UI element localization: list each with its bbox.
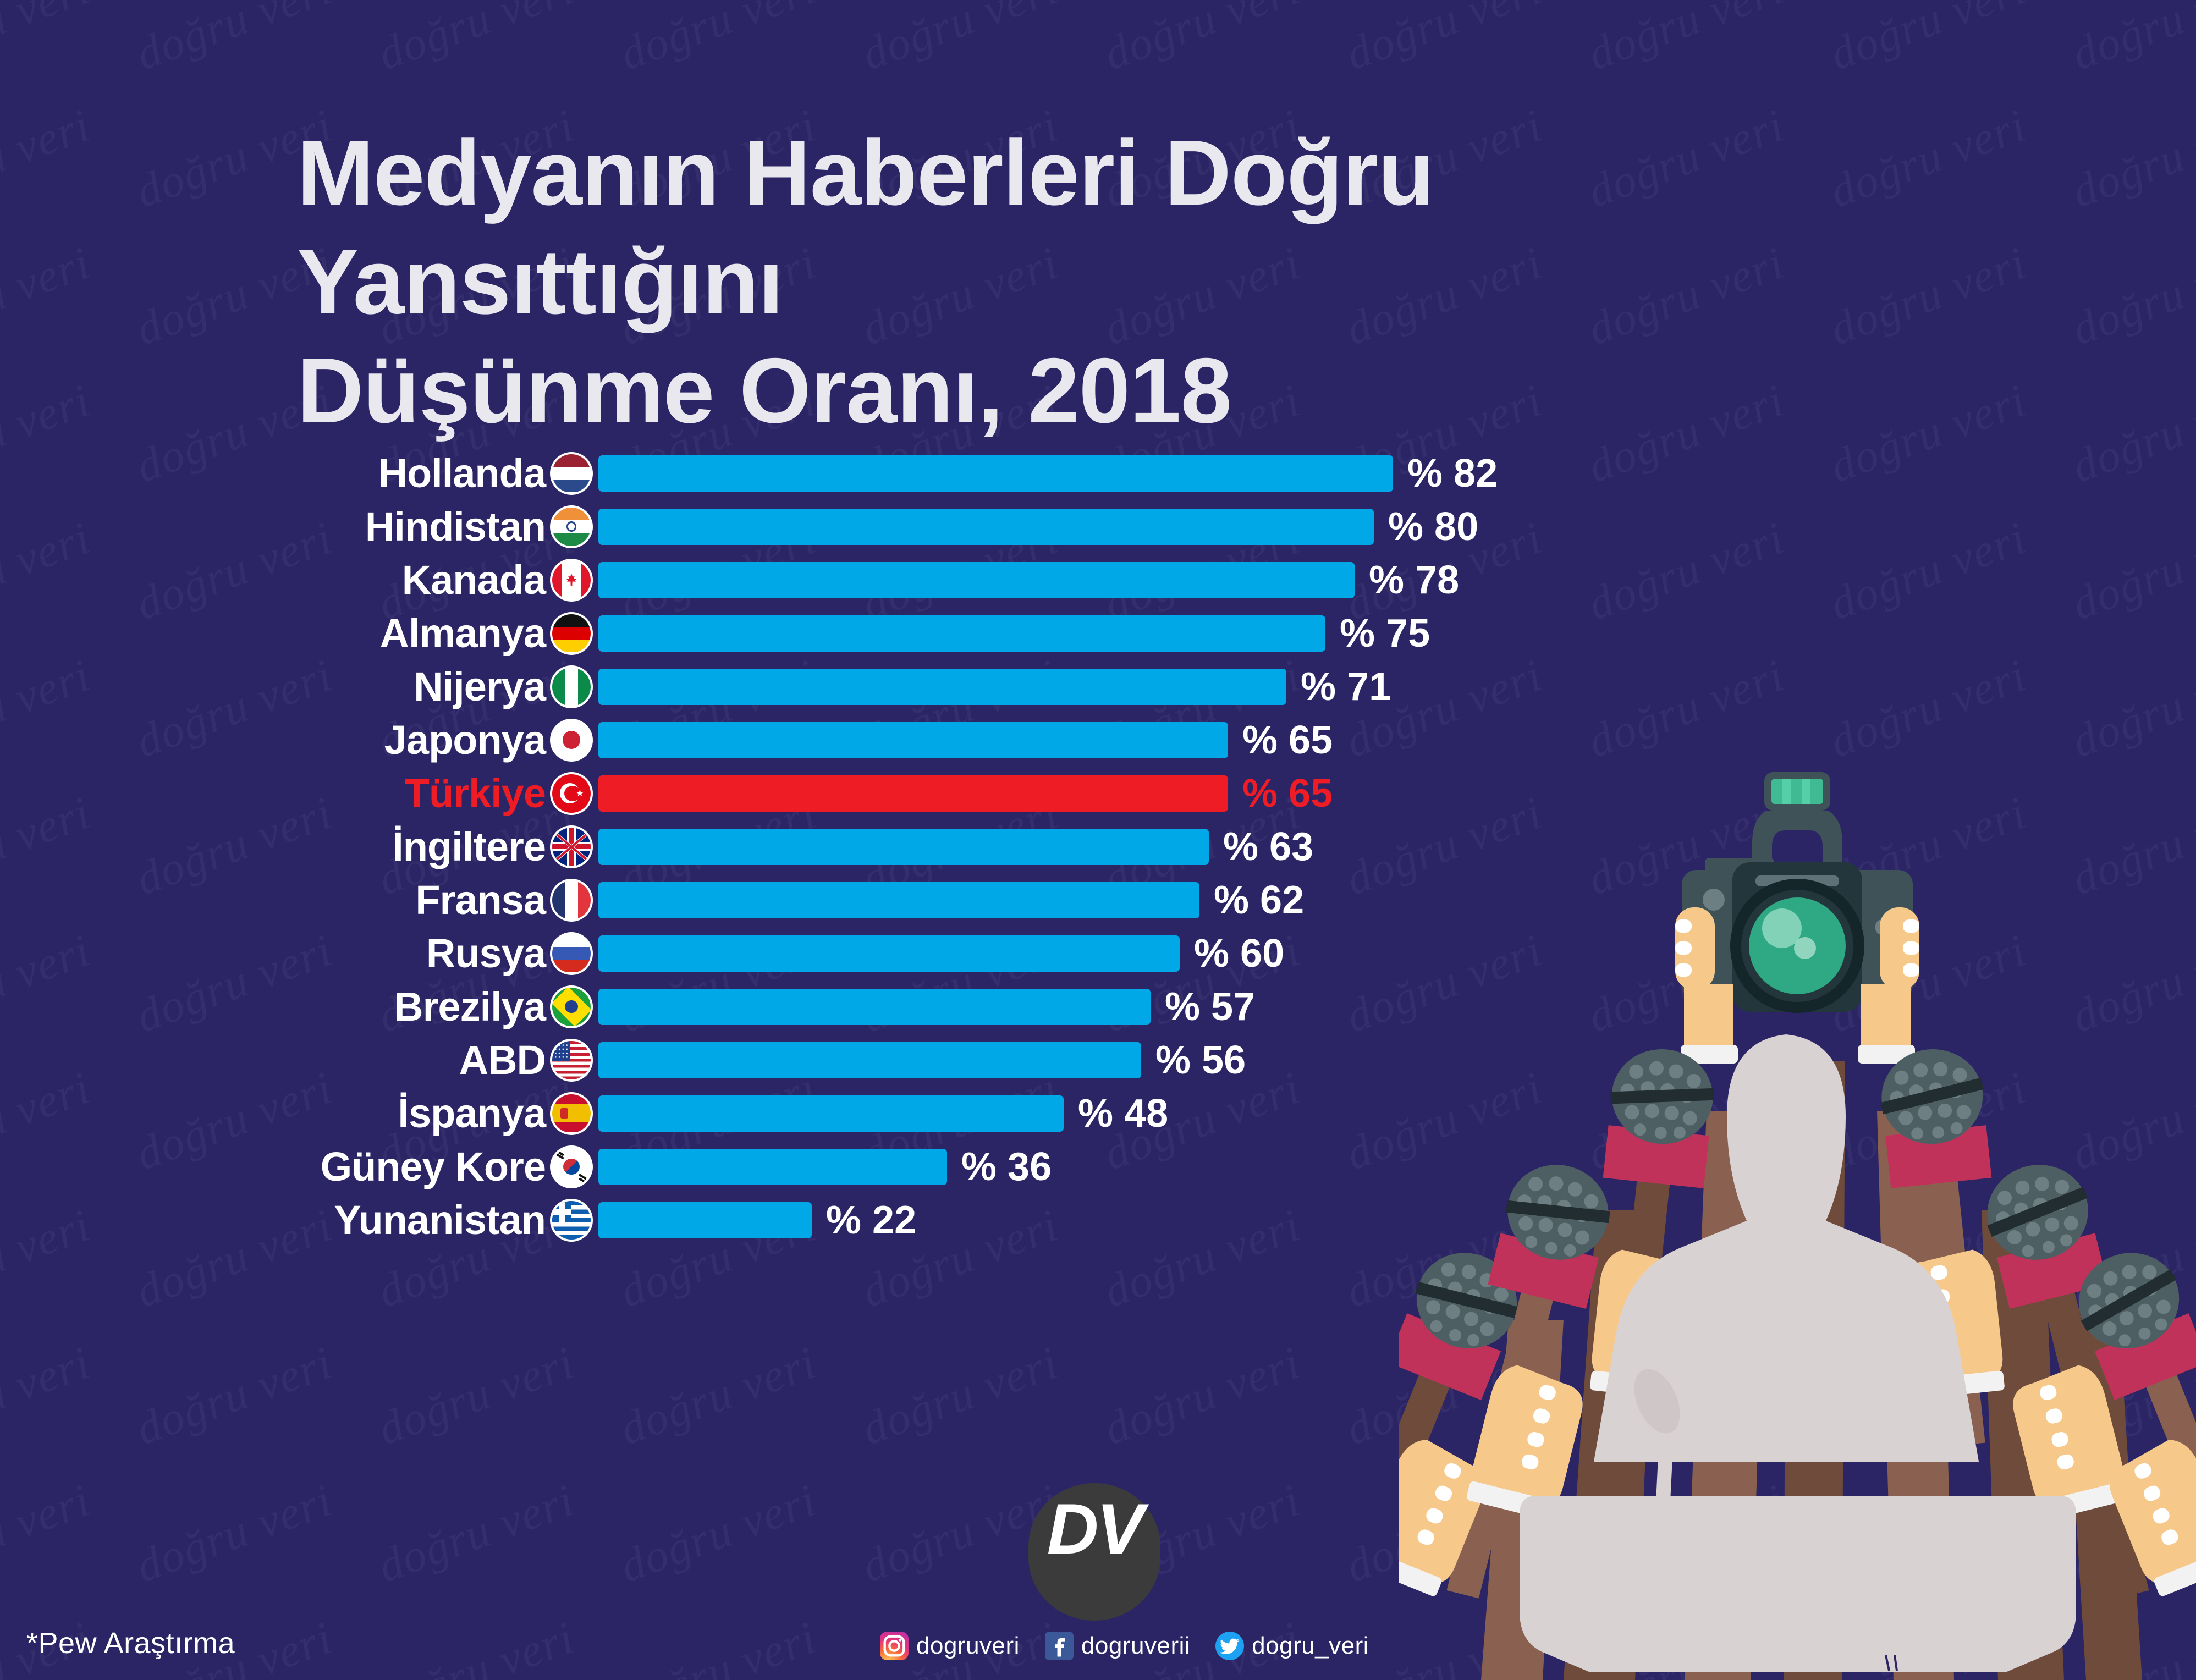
chart-row: ABD % 56 [0, 1033, 1540, 1087]
value-bar [598, 561, 1355, 598]
value-label: % 57 [1165, 984, 1256, 1029]
social-link[interactable]: dogruverii [1044, 1632, 1191, 1660]
canada-flag [550, 558, 593, 602]
value-label: % 60 [1194, 931, 1285, 976]
country-label: Japonya [384, 717, 546, 763]
country-label: Brezilya [394, 983, 546, 1029]
chart-row: Türkiye % 65 [0, 767, 1540, 820]
country-label: ABD [459, 1037, 546, 1083]
south-korea-flag [550, 1145, 593, 1188]
page-title: Medyanın Haberleri Doğru Yansıttığını Dü… [297, 118, 1782, 445]
chart-row: Kanada % 78 [0, 553, 1540, 607]
title-line-1: Medyanın Haberleri Doğru Yansıttığını [297, 121, 1434, 334]
social-link[interactable]: dogru_veri [1215, 1632, 1369, 1660]
value-label: % 80 [1388, 504, 1479, 549]
value-bar [598, 455, 1393, 492]
country-label: Almanya [379, 610, 546, 656]
title-line-2: Düşünme Oranı, 2018 [297, 339, 1232, 443]
chart-row: İngiltere % 63 [0, 820, 1540, 873]
brand-logo: DV [1028, 1483, 1160, 1621]
turkey-flag [550, 772, 593, 815]
value-label: % 65 [1242, 718, 1333, 762]
united-kingdom-flag [550, 825, 593, 868]
value-bar [598, 615, 1325, 652]
chart-row: Hindistan % 80 [0, 500, 1540, 553]
value-label: % 36 [961, 1144, 1052, 1189]
value-bar [598, 828, 1209, 865]
value-bar [598, 775, 1228, 812]
value-label: % 62 [1214, 878, 1305, 922]
value-bar [598, 508, 1374, 545]
value-label: % 71 [1301, 664, 1391, 709]
value-label: % 65 [1242, 771, 1333, 816]
spain-flag [550, 1092, 593, 1135]
logo-oval [1028, 1483, 1160, 1621]
value-label: % 48 [1078, 1091, 1169, 1136]
nigeria-flag [550, 665, 593, 708]
chart-row: Fransa % 62 [0, 873, 1540, 927]
value-label: % 78 [1369, 558, 1460, 602]
value-label: % 75 [1340, 611, 1430, 656]
chart-row: Almanya % 75 [0, 607, 1540, 660]
japan-flag [550, 718, 593, 762]
value-bar [598, 1148, 947, 1185]
value-bar [598, 668, 1286, 705]
chart-row: Nijerya % 71 [0, 660, 1540, 713]
social-link[interactable]: dogruveri [880, 1632, 1020, 1660]
value-bar [598, 988, 1151, 1025]
value-label: % 82 [1407, 451, 1498, 495]
source-note: *Pew Araştırma [26, 1627, 235, 1660]
chart-row: Hollanda % 82 [0, 447, 1540, 500]
value-label: % 63 [1223, 824, 1314, 869]
country-label: Fransa [415, 877, 546, 923]
value-bar [598, 1042, 1141, 1078]
logo-text: DV [1047, 1489, 1144, 1569]
usa-flag [550, 1038, 593, 1082]
social-links: dogruveri dogruverii dogru_veri [880, 1632, 1369, 1660]
germany-flag [550, 612, 593, 655]
greece-flag [550, 1198, 593, 1242]
country-label: Hollanda [378, 450, 546, 496]
value-bar [598, 1095, 1064, 1132]
value-label: % 22 [826, 1198, 917, 1242]
france-flag [550, 878, 593, 922]
value-bar [598, 882, 1199, 918]
country-label: İspanya [398, 1090, 546, 1136]
value-bar [598, 721, 1228, 758]
social-handle: dogru_veri [1252, 1632, 1369, 1659]
india-flag [550, 505, 593, 548]
social-handle: dogruverii [1081, 1632, 1191, 1659]
chart-row: Yunanistan % 22 [0, 1193, 1540, 1247]
chart-row: Güney Kore % 36 [0, 1140, 1540, 1193]
country-label: Kanada [401, 557, 546, 603]
value-bar [598, 1202, 812, 1238]
country-label: Nijerya [414, 663, 546, 709]
chart-row: Brezilya % 57 [0, 980, 1540, 1033]
russia-flag [550, 932, 593, 975]
chart-row: İspanya % 48 [0, 1087, 1540, 1140]
twitter-icon[interactable] [1215, 1632, 1245, 1660]
netherlands-flag [550, 451, 593, 495]
press-conference-illustration [1399, 726, 2196, 1680]
social-handle: dogruveri [916, 1632, 1020, 1659]
value-bar [598, 935, 1180, 972]
country-label: Rusya [426, 930, 546, 976]
country-label: İngiltere [392, 823, 546, 869]
value-label: % 56 [1155, 1038, 1246, 1082]
bar-chart: Hollanda % 82 Hindistan % 80 Kanada % 78 Alman… [0, 447, 1540, 1247]
country-label: Hindistan [365, 503, 546, 549]
facebook-icon[interactable] [1044, 1632, 1074, 1660]
brazil-flag [550, 985, 593, 1028]
country-label: Türkiye [404, 770, 546, 816]
country-label: Yunanistan [334, 1197, 546, 1243]
instagram-icon[interactable] [880, 1632, 909, 1660]
chart-row: Rusya % 60 [0, 927, 1540, 980]
country-label: Güney Kore [320, 1143, 546, 1189]
chart-row: Japonya % 65 [0, 713, 1540, 767]
